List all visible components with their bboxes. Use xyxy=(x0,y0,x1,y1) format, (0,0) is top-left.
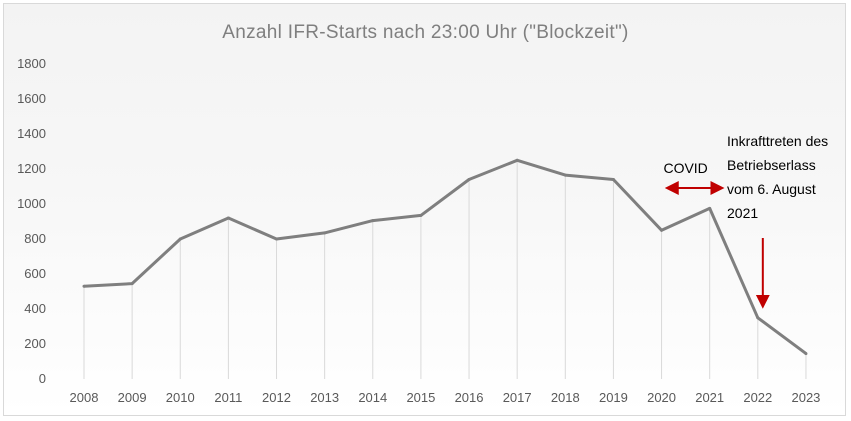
y-tick-label: 600 xyxy=(24,266,46,281)
y-tick-label: 800 xyxy=(24,231,46,246)
data-point-2012 xyxy=(275,237,279,241)
x-tick-label: 2022 xyxy=(743,390,772,405)
x-tick-label: 2009 xyxy=(118,390,147,405)
y-tick-label: 1400 xyxy=(17,126,46,141)
x-tick-label: 2017 xyxy=(503,390,532,405)
data-point-2022 xyxy=(756,316,760,320)
x-tick-label: 2011 xyxy=(214,390,242,405)
x-tick-label: 2021 xyxy=(695,390,724,405)
x-tick-label: 2020 xyxy=(647,390,676,405)
law-annotation-line: Betriebserlass xyxy=(727,157,816,173)
data-point-2014 xyxy=(371,219,375,223)
y-tick-label: 1200 xyxy=(17,161,46,176)
y-tick-label: 1800 xyxy=(17,56,46,71)
data-point-2008 xyxy=(82,284,86,288)
chart-frame: Anzahl IFR-Starts nach 23:00 Uhr ("Block… xyxy=(3,3,846,416)
y-tick-label: 0 xyxy=(39,371,46,386)
data-point-2018 xyxy=(563,173,567,177)
y-tick-label: 1000 xyxy=(17,196,46,211)
data-point-2016 xyxy=(467,178,471,181)
law-annotation-line: 2021 xyxy=(727,205,758,221)
data-point-2010 xyxy=(178,237,182,241)
x-tick-label: 2018 xyxy=(551,390,580,405)
x-tick-label: 2019 xyxy=(599,390,628,405)
data-point-2023 xyxy=(804,352,808,356)
law-annotation-line: Inkrafttreten des xyxy=(727,133,828,149)
chart-title: Anzahl IFR-Starts nach 23:00 Uhr ("Block… xyxy=(222,22,629,43)
data-point-2020 xyxy=(660,228,664,232)
x-tick-label: 2008 xyxy=(70,390,99,405)
y-axis-ticks: 0 200 400 600 800 1000 1200 1400 1600 1800 xyxy=(17,56,46,386)
x-tick-label: 2015 xyxy=(406,390,435,405)
y-tick-label: 400 xyxy=(24,301,46,316)
data-point-2011 xyxy=(226,216,230,220)
series-line xyxy=(83,158,807,355)
data-point-2009 xyxy=(130,282,134,286)
drop-lines xyxy=(83,160,807,379)
data-point-2017 xyxy=(515,158,519,162)
annotations: COVID Inkrafttreten des Betriebserlass vom … xyxy=(82,133,828,356)
law-annotation-line: vom 6. August xyxy=(727,181,816,197)
data-point-2013 xyxy=(323,231,327,235)
y-tick-label: 200 xyxy=(24,336,46,351)
x-tick-label: 2016 xyxy=(455,390,484,405)
data-point-2019 xyxy=(611,178,615,181)
x-tick-label: 2012 xyxy=(262,390,291,405)
data-point-2015 xyxy=(419,213,423,217)
x-tick-label: 2014 xyxy=(358,390,387,405)
x-axis-ticks: 2008 2009 2010 2011 2012 2013 2014 2015 2016 2017… xyxy=(70,390,821,405)
covid-label: COVID xyxy=(663,160,707,176)
x-tick-label: 2013 xyxy=(310,390,339,405)
data-point-2021 xyxy=(708,206,712,210)
x-tick-label: 2010 xyxy=(166,390,195,405)
x-tick-label: 2023 xyxy=(791,390,820,405)
y-tick-label: 1600 xyxy=(17,91,46,106)
